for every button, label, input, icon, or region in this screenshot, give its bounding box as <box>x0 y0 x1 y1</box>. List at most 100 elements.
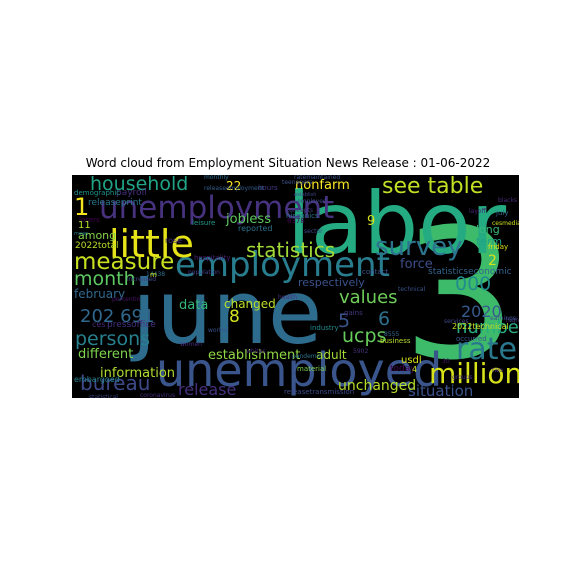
word-2022total: 2022total <box>75 241 118 251</box>
word-different: different <box>78 347 133 362</box>
word-establish: establish <box>294 192 316 198</box>
word-ucps: ucps <box>342 325 386 347</box>
word-cloud-canvas: 3 june labor unemployed employment little unem… <box>72 175 519 398</box>
word-data: data <box>179 298 208 313</box>
word-releasetransmission: releasetransmission <box>284 388 354 396</box>
word-measure: measure <box>74 249 174 275</box>
word-5: 5 <box>338 310 350 332</box>
word-22: 22 <box>226 179 241 193</box>
word-9: 9 <box>367 214 375 229</box>
word-6378: 6378 <box>287 217 305 225</box>
word-releaseemployment: releaseemployment <box>204 185 264 192</box>
word-earnings: earnings <box>490 315 516 322</box>
word-leisure: leisure <box>192 219 215 227</box>
word-concepts: concepts <box>286 207 313 214</box>
word-jobless: jobless <box>225 212 271 227</box>
word-payroll: payroll <box>116 188 147 198</box>
word-material: material <box>297 365 326 373</box>
word-hospitality: hospitality <box>194 254 231 262</box>
word-services: services <box>444 318 469 325</box>
word-respectively: respectively <box>298 276 365 289</box>
word-force: force <box>400 257 433 272</box>
word-rate: rate <box>456 332 517 367</box>
word-month: month <box>74 268 136 290</box>
word-14438: 14438 <box>146 271 165 278</box>
word-sector: sector <box>304 228 323 235</box>
word-number: number <box>456 317 519 338</box>
word-2020: 2020 <box>461 302 502 321</box>
word-unemployed: unemployed <box>156 343 442 397</box>
word-pressoffice: pressoffice <box>107 320 156 330</box>
word-5902: 5902 <box>353 348 368 355</box>
word-values: values <box>339 287 398 308</box>
word-hispanics: hispanics <box>286 212 319 220</box>
word-household: household <box>90 175 188 195</box>
word-release: release <box>178 380 236 398</box>
word-percentin: percentin <box>112 296 141 303</box>
chart-title: Word cloud from Employment Situation New… <box>85 156 491 170</box>
word-see-table: see table <box>382 175 483 199</box>
word-m: m <box>150 271 157 279</box>
word-reported: reported <box>238 224 272 233</box>
word-worker: worker <box>208 327 229 334</box>
word-july: july <box>495 209 508 217</box>
word-higher: higher <box>506 317 519 324</box>
word-situation: situation <box>408 382 473 398</box>
word-unemployment: unemployment <box>99 190 334 226</box>
word-2: 2 <box>488 253 497 269</box>
word-statisticseconomic: statisticseconomic <box>428 267 512 277</box>
word-occurred: occurred <box>456 335 487 343</box>
word-increased: increased <box>127 276 156 283</box>
word-million: million <box>429 357 519 390</box>
word-groups: groups <box>452 374 473 381</box>
word-hours: hours <box>258 184 278 192</box>
word-nonfarm: nonfarm <box>295 178 350 193</box>
word-blacks: blacks <box>498 197 517 204</box>
word-gains: gains <box>344 309 363 317</box>
word-demographic: demographic <box>74 189 120 197</box>
word-women: women <box>180 341 202 348</box>
word-11: 11 <box>78 220 91 231</box>
word-teenagers: teenagers <box>282 179 312 186</box>
word-persons: persons <box>75 328 150 350</box>
word-establishment: establishment <box>208 348 300 363</box>
word-employed: employed <box>297 198 327 205</box>
word-000: 000 <box>455 273 491 295</box>
word-mean: mean <box>74 231 88 237</box>
word-usdl: usdl <box>401 355 422 366</box>
word-8: 8 <box>229 307 240 327</box>
word-2022technical: 2022technical <box>452 322 509 331</box>
word-survey: survey <box>375 232 462 262</box>
word-long: long <box>476 223 500 236</box>
word-monthly: monthly <box>204 175 229 181</box>
word-coronavirus: coronavirus <box>140 392 175 398</box>
word-little: little <box>109 222 194 266</box>
word-technical: technical <box>398 286 426 293</box>
word-changed: changed <box>224 297 276 311</box>
word-6: 6 <box>378 308 390 330</box>
word-population: population <box>188 269 220 276</box>
word-among: among <box>78 229 116 242</box>
word-ces: ces <box>92 320 106 329</box>
word-releaseprint: releaseprint <box>88 198 142 208</box>
word-ratemaintained: ratemaintained <box>294 175 340 181</box>
word-health: health <box>278 294 297 301</box>
word-june: june <box>130 261 322 364</box>
word-8555: 8555 <box>384 331 399 338</box>
word-30: 30 <box>442 358 450 365</box>
word-february: february <box>74 287 125 301</box>
word-1: 1 <box>74 193 89 221</box>
word-employment: employment <box>175 245 390 285</box>
word-friday: friday <box>488 243 508 251</box>
word-embargoed: embargoed <box>74 375 120 384</box>
word-4: 4 <box>412 365 417 374</box>
word-bureau: bureau <box>80 371 150 395</box>
word-industry: industry <box>310 324 339 332</box>
word-unchanged: unchanged <box>338 378 416 394</box>
word-statistical: statistical <box>89 394 118 398</box>
word-contact: contact <box>362 268 388 276</box>
word-3: 3 <box>402 191 517 398</box>
word-statistics: statistics <box>246 238 335 262</box>
word-today: today <box>390 364 416 374</box>
